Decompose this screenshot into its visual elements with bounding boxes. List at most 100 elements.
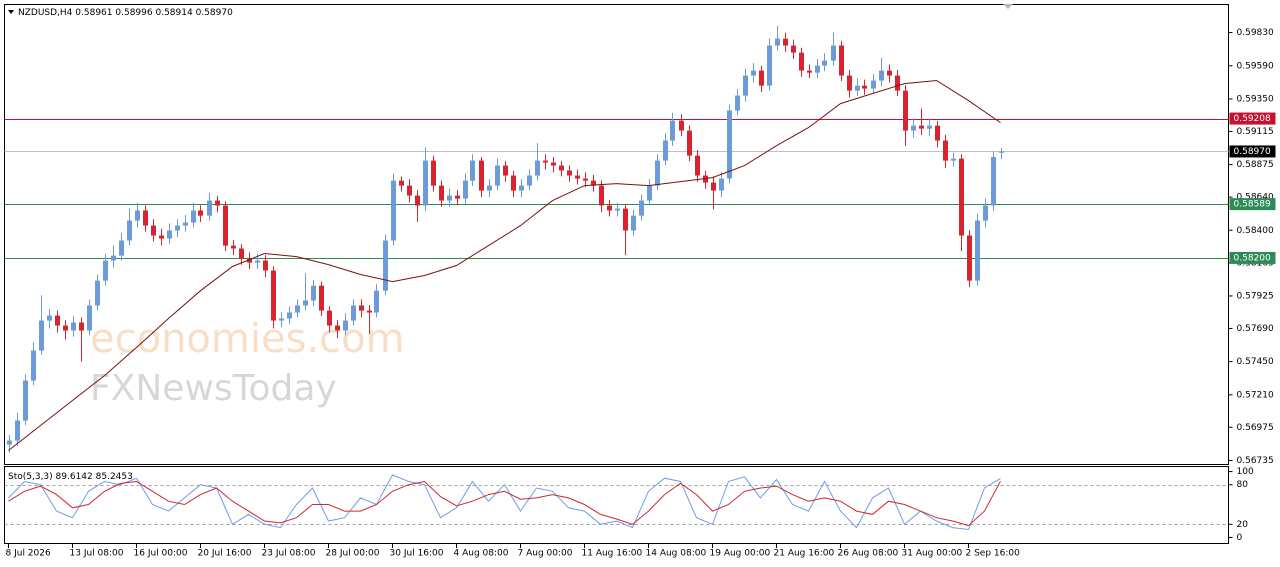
chart-header: NZDUSD,H4 0.58961 0.58996 0.58914 0.5897… [18, 8, 233, 18]
price-label: 0.58589 [1234, 200, 1271, 210]
price-label: 0.59208 [1234, 114, 1271, 124]
candle-body [223, 205, 228, 246]
x-tick-label: 19 Aug 00:00 [710, 549, 771, 559]
candle-body [511, 175, 516, 191]
stochastic-line [8, 480, 1001, 527]
x-tick-label: 14 Aug 08:00 [646, 549, 707, 559]
candle-body [647, 185, 652, 201]
symbol: NZDUSD,H4 [18, 8, 73, 18]
candle-body [919, 125, 924, 129]
candle-body [143, 210, 148, 226]
candle-body [470, 160, 475, 181]
candle-body [167, 230, 172, 239]
candle-body [495, 165, 500, 186]
x-tick-label: 13 Jul 08:00 [70, 549, 124, 559]
candle-body [15, 420, 20, 441]
candle-body [7, 440, 12, 445]
candle-body [335, 325, 340, 331]
candle-body [198, 210, 203, 216]
candle-body [63, 325, 68, 331]
y-tick-label: 0 [1237, 533, 1243, 543]
x-tick-label: 28 Jul 00:00 [326, 549, 380, 559]
candle-body [71, 322, 76, 331]
candle-body [247, 258, 252, 263]
candle-body [607, 205, 612, 211]
candle-body [543, 160, 548, 163]
candle-body [871, 80, 876, 89]
candle-body [519, 185, 524, 191]
x-tick-label: 4 Aug 08:00 [454, 549, 509, 559]
candle-body [135, 210, 140, 221]
candle-body [455, 195, 460, 199]
y-tick-label: 0.57450 [1237, 357, 1274, 367]
candle-body [263, 260, 268, 271]
candle-body [567, 170, 572, 176]
candle-body [487, 185, 492, 191]
candle-body [815, 65, 820, 73]
candle-body [887, 70, 892, 76]
dropdown-icon [8, 10, 14, 14]
price-label-box [1229, 198, 1276, 211]
candle-body [535, 160, 540, 176]
candle-body [207, 200, 212, 216]
y-tick-label: 0.57210 [1237, 390, 1274, 400]
moving-average [8, 79, 1001, 451]
candle-body [374, 290, 379, 313]
indicator-label: Sto(5,3,3) 89.6142 85.2453 [8, 472, 133, 482]
candle-body [663, 140, 668, 161]
candle-body [367, 310, 372, 313]
candle-body [631, 215, 636, 231]
y-tick-label: 0.57690 [1237, 324, 1274, 334]
candle-body [439, 185, 444, 201]
candle-body [983, 205, 988, 221]
candle-body [31, 350, 36, 381]
candle-body [415, 195, 420, 206]
x-tick-label: 2 Sep 16:00 [966, 549, 1021, 559]
candle-body [615, 208, 620, 211]
candle-body [719, 178, 724, 191]
candle-body [687, 130, 692, 156]
indicator-d: 85.2453 [96, 472, 133, 482]
candle-body [215, 200, 220, 206]
x-tick-label: 30 Jul 16:00 [390, 549, 444, 559]
candle-body [703, 175, 708, 183]
stochastic-panel [4, 466, 1229, 544]
candle-body [111, 255, 116, 261]
candle-body [767, 45, 772, 86]
candle-body [319, 285, 324, 311]
candle-body [447, 195, 452, 201]
candle-body [351, 305, 356, 321]
y-tick-label: 0.59115 [1237, 127, 1274, 137]
candle-body [727, 110, 732, 179]
candle-body [431, 160, 436, 186]
candle-body [951, 158, 956, 161]
price-label-box [1229, 112, 1276, 125]
candle-body [87, 305, 92, 331]
candle-body [695, 155, 700, 176]
candle-body [287, 312, 292, 319]
candle-body [999, 151, 1004, 153]
candle-body [191, 210, 196, 223]
candle-body [879, 70, 884, 81]
x-tick-label: 31 Aug 00:00 [902, 549, 963, 559]
candle-body [527, 175, 532, 186]
y-tick-label: 0.56735 [1237, 456, 1274, 466]
stochastic-line [8, 474, 1001, 531]
candle-body [623, 208, 628, 231]
candle-body [311, 285, 316, 301]
candle-body [655, 160, 660, 186]
candle-body [359, 305, 364, 311]
candle-body [711, 182, 716, 191]
y-tick-label: 0.58875 [1237, 160, 1274, 170]
price-label: 0.58200 [1234, 253, 1271, 263]
candle-body [959, 158, 964, 236]
price-label-box [1229, 145, 1276, 158]
candle-body [583, 178, 588, 181]
x-tick-label: 11 Aug 16:00 [582, 549, 643, 559]
candle-body [255, 260, 260, 263]
candle-body [799, 52, 804, 71]
candle-body [839, 45, 844, 76]
candle-body [423, 160, 428, 206]
candle-body [463, 180, 468, 199]
y-tick-label: 80 [1237, 480, 1249, 490]
